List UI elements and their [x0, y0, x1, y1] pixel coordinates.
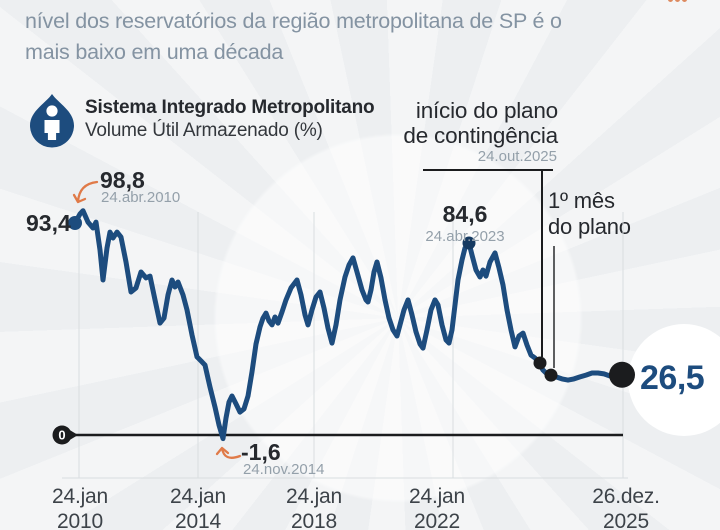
value-label-min-2014: -1,6 [241, 439, 281, 465]
value-label-peak-2010: 98,8 [100, 167, 145, 193]
page-title-line2: mais baixo em uma década [25, 40, 284, 64]
chart-title: Sistema Integrado Metropolitano [85, 97, 375, 118]
ellipsis-icon[interactable] [668, 0, 687, 2]
plan-start-point [533, 356, 547, 370]
reservoir-level-line [72, 208, 625, 442]
current-point [609, 361, 635, 388]
date-label-peak-2010: 24.abr.2010 [101, 189, 181, 206]
current-value-badge [628, 324, 720, 436]
first-month-point [544, 368, 558, 382]
arrow-to-peak-2010 [72, 180, 99, 204]
water-drop-person-icon [28, 93, 76, 148]
peak-2023-point [462, 236, 476, 250]
value-label-peak-2023: 84,6 [442, 201, 488, 227]
zero-pin [52, 425, 72, 445]
chart-subtitle: Volume Útil Armazenado (%) [85, 120, 323, 141]
x-axis-label-2014: 24.jan 2014 [169, 485, 227, 530]
first-month-label: 1º mês do plano [548, 188, 631, 239]
x-axis-label-2010: 24.jan 2010 [51, 485, 109, 530]
x-axis-label-2022: 24.jan 2022 [408, 485, 466, 530]
zero-pin-label: 0 [58, 428, 65, 443]
value-label-start: 93,4 [26, 210, 71, 236]
date-label-min-2014: 24.nov.2014 [243, 461, 325, 478]
plan-start-date: 24.out.2025 [477, 148, 557, 165]
page-title: nível dos reservatórios da região metrop… [25, 6, 625, 68]
start-point [68, 216, 82, 230]
x-axis-label-2025: 26.dez. 2025 [592, 485, 660, 530]
value-label-current: 26,5 [640, 359, 705, 397]
arrow-to-min-2014 [215, 446, 242, 459]
page-title-line1: nível dos reservatórios da região metrop… [25, 9, 562, 33]
date-label-peak-2023: 24.abr.2023 [425, 228, 505, 245]
x-axis-label-2018: 24.jan 2018 [285, 485, 343, 530]
plan-start-label: início do plano de contingência [403, 98, 558, 148]
